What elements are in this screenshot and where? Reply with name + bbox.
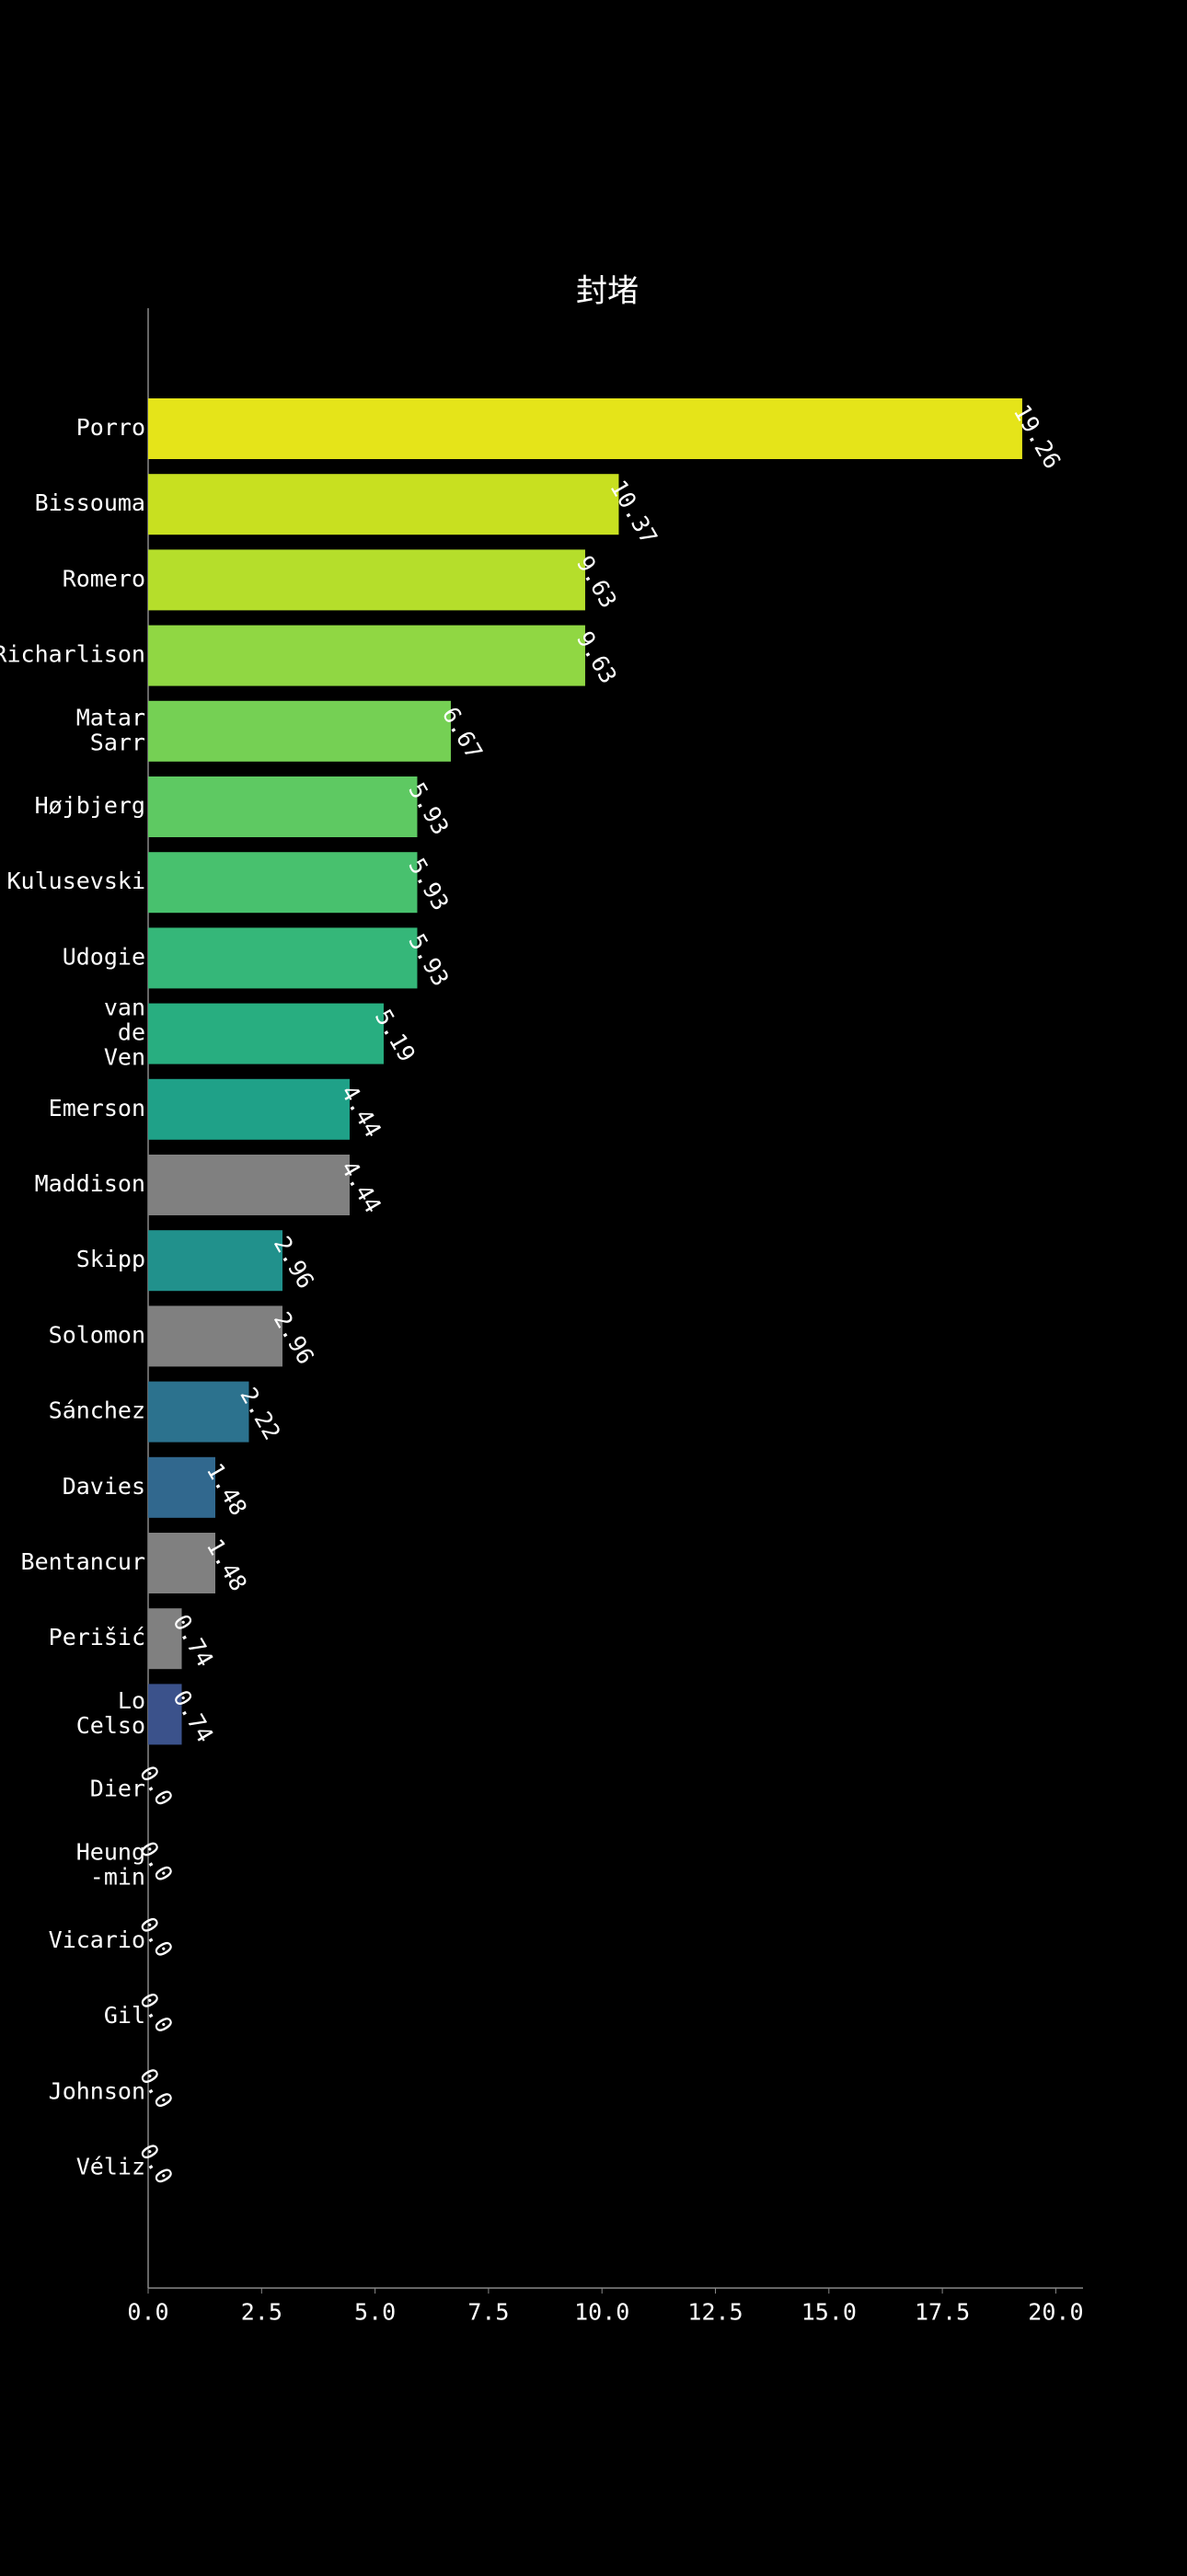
y-tick-label: Davies	[63, 1473, 145, 1500]
y-tick-label: Bentancur	[21, 1548, 145, 1575]
y-tick-label: Kulusevski	[6, 868, 145, 894]
bar	[148, 625, 585, 686]
y-tick-label: Richarlison	[0, 641, 145, 668]
value-label: 0.0	[134, 1988, 179, 2038]
bar	[148, 1608, 182, 1670]
x-tick-label: 17.5	[915, 2298, 970, 2325]
x-tick-label: 5.0	[354, 2298, 396, 2325]
chart-title: 封堵	[576, 273, 639, 310]
bar	[148, 1305, 282, 1367]
y-tick-label: Udogie	[63, 943, 145, 970]
value-label: 0.0	[134, 2139, 179, 2189]
bar	[148, 1230, 282, 1292]
y-tick-label: Vicario	[49, 1926, 145, 1953]
y-tick-label: Véliz	[76, 2154, 145, 2180]
x-tick-label: 20.0	[1028, 2298, 1083, 2325]
y-tick-label: Johnson	[49, 2077, 145, 2104]
bar	[148, 1078, 350, 1140]
y-tick-label: Dier	[90, 1776, 145, 1802]
x-tick-label: 10.0	[574, 2298, 629, 2325]
bar	[148, 398, 1022, 459]
x-tick-label: 15.0	[801, 2298, 857, 2325]
x-tick-label: 7.5	[467, 2298, 509, 2325]
y-tick-label: Skipp	[76, 1246, 145, 1272]
y-tick-label: Lo Celso	[76, 1687, 145, 1739]
y-tick-label: Sánchez	[49, 1397, 145, 1424]
bar	[148, 927, 418, 989]
bar	[148, 549, 585, 611]
y-tick-label: Porro	[76, 414, 145, 441]
bar	[148, 776, 418, 837]
y-tick-label: Romero	[63, 565, 145, 592]
y-tick-label: Solomon	[49, 1321, 145, 1348]
bar	[148, 1533, 215, 1593]
y-tick-label: Gil	[104, 2002, 145, 2029]
y-tick-label: Heung -min	[76, 1838, 145, 1890]
bar	[148, 1684, 182, 1745]
y-tick-label: Højbjerg	[35, 792, 145, 819]
x-tick-label: 12.5	[687, 2298, 743, 2325]
value-label: 0.0	[134, 1913, 179, 1962]
y-tick-label: Maddison	[35, 1170, 145, 1197]
value-label: 0.0	[134, 1761, 179, 1811]
x-tick-label: 0.0	[127, 2298, 168, 2325]
bar	[148, 700, 451, 762]
value-label: 0.0	[134, 2064, 179, 2113]
bar	[148, 1155, 350, 1215]
y-tick-label: Matar Sarr	[76, 704, 145, 755]
x-tick-label: 2.5	[241, 2298, 282, 2325]
bar	[148, 1381, 249, 1443]
y-tick-label: Perišić	[49, 1624, 145, 1650]
bar	[148, 1003, 384, 1064]
bar	[148, 1456, 215, 1518]
y-tick-label: Emerson	[49, 1095, 145, 1121]
bar	[148, 474, 619, 535]
bar	[148, 852, 418, 914]
y-tick-label: Bissouma	[35, 489, 145, 516]
y-tick-label: van de Ven	[104, 995, 145, 1071]
